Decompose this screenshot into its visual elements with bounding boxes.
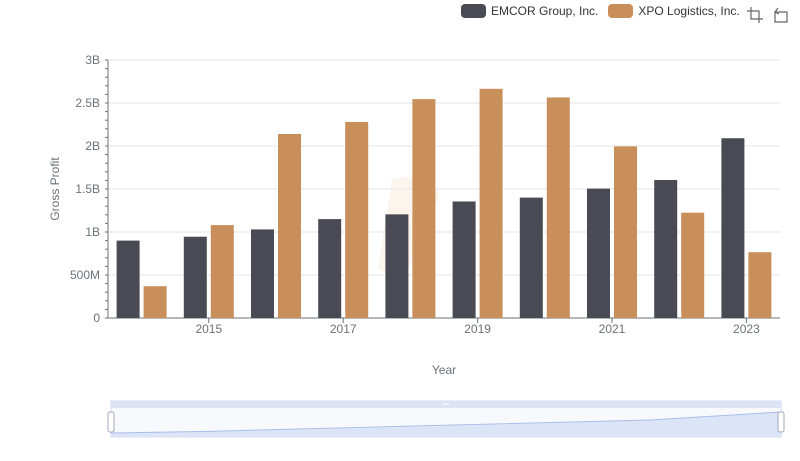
- y-tick-label: 500M: [70, 268, 100, 282]
- datazoom-handle-left[interactable]: [107, 411, 115, 433]
- chart-toolbox: [746, 6, 798, 24]
- bar-xpo-2016: [278, 133, 301, 318]
- bar-emcor-2021: [587, 188, 610, 318]
- datazoom-preview-area: [111, 412, 781, 437]
- bar-xpo-2015: [210, 225, 234, 318]
- bar-emcor-2016: [251, 229, 274, 318]
- bar-emcor-2020: [519, 197, 543, 318]
- legend-item-xpo[interactable]: XPO Logistics, Inc.: [608, 4, 740, 18]
- bar-xpo-2019: [479, 88, 503, 318]
- bar-emcor-2017: [318, 219, 342, 318]
- x-tick-label: 2019: [464, 322, 491, 336]
- x-tick-label: 2023: [733, 322, 760, 336]
- bar-emcor-2022: [654, 179, 678, 318]
- bar-xpo-2023: [748, 252, 772, 318]
- datazoom-handle-right[interactable]: [777, 411, 785, 433]
- bar-xpo-2014: [143, 286, 167, 318]
- x-tick-label: 2017: [330, 322, 357, 336]
- bar-emcor-2014: [116, 240, 140, 318]
- bar-xpo-2018: [412, 99, 436, 318]
- y-tick-label: 0: [93, 311, 100, 325]
- legend-swatch-emcor: [461, 4, 486, 18]
- restore-icon[interactable]: [772, 6, 790, 24]
- chart-legend: EMCOR Group, Inc. XPO Logistics, Inc.: [461, 4, 750, 18]
- bar-xpo-2022: [681, 212, 705, 318]
- legend-item-emcor[interactable]: EMCOR Group, Inc.: [461, 4, 598, 18]
- zoom-icon[interactable]: [746, 6, 764, 24]
- y-tick-label: 2.5B: [75, 96, 100, 110]
- y-tick-label: 2B: [85, 139, 100, 153]
- legend-label-xpo: XPO Logistics, Inc.: [638, 4, 740, 18]
- bar-emcor-2023: [721, 138, 745, 318]
- bar-emcor-2018: [385, 214, 409, 318]
- x-axis-title: Year: [432, 363, 456, 377]
- bar-emcor-2015: [183, 236, 207, 318]
- bar-xpo-2021: [614, 146, 637, 318]
- y-tick-label: 1B: [85, 225, 100, 239]
- y-tick-label: 1.5B: [75, 182, 100, 196]
- x-tick-label: 2015: [195, 322, 222, 336]
- y-tick-label: 3B: [85, 53, 100, 67]
- bar-xpo-2020: [546, 97, 570, 318]
- legend-label-emcor: EMCOR Group, Inc.: [491, 4, 599, 18]
- legend-swatch-xpo: [608, 4, 634, 18]
- bar-emcor-2019: [452, 201, 476, 318]
- y-axis-title: Gross Profit: [48, 157, 62, 221]
- x-tick-label: 2021: [599, 322, 626, 336]
- bar-xpo-2017: [345, 121, 369, 318]
